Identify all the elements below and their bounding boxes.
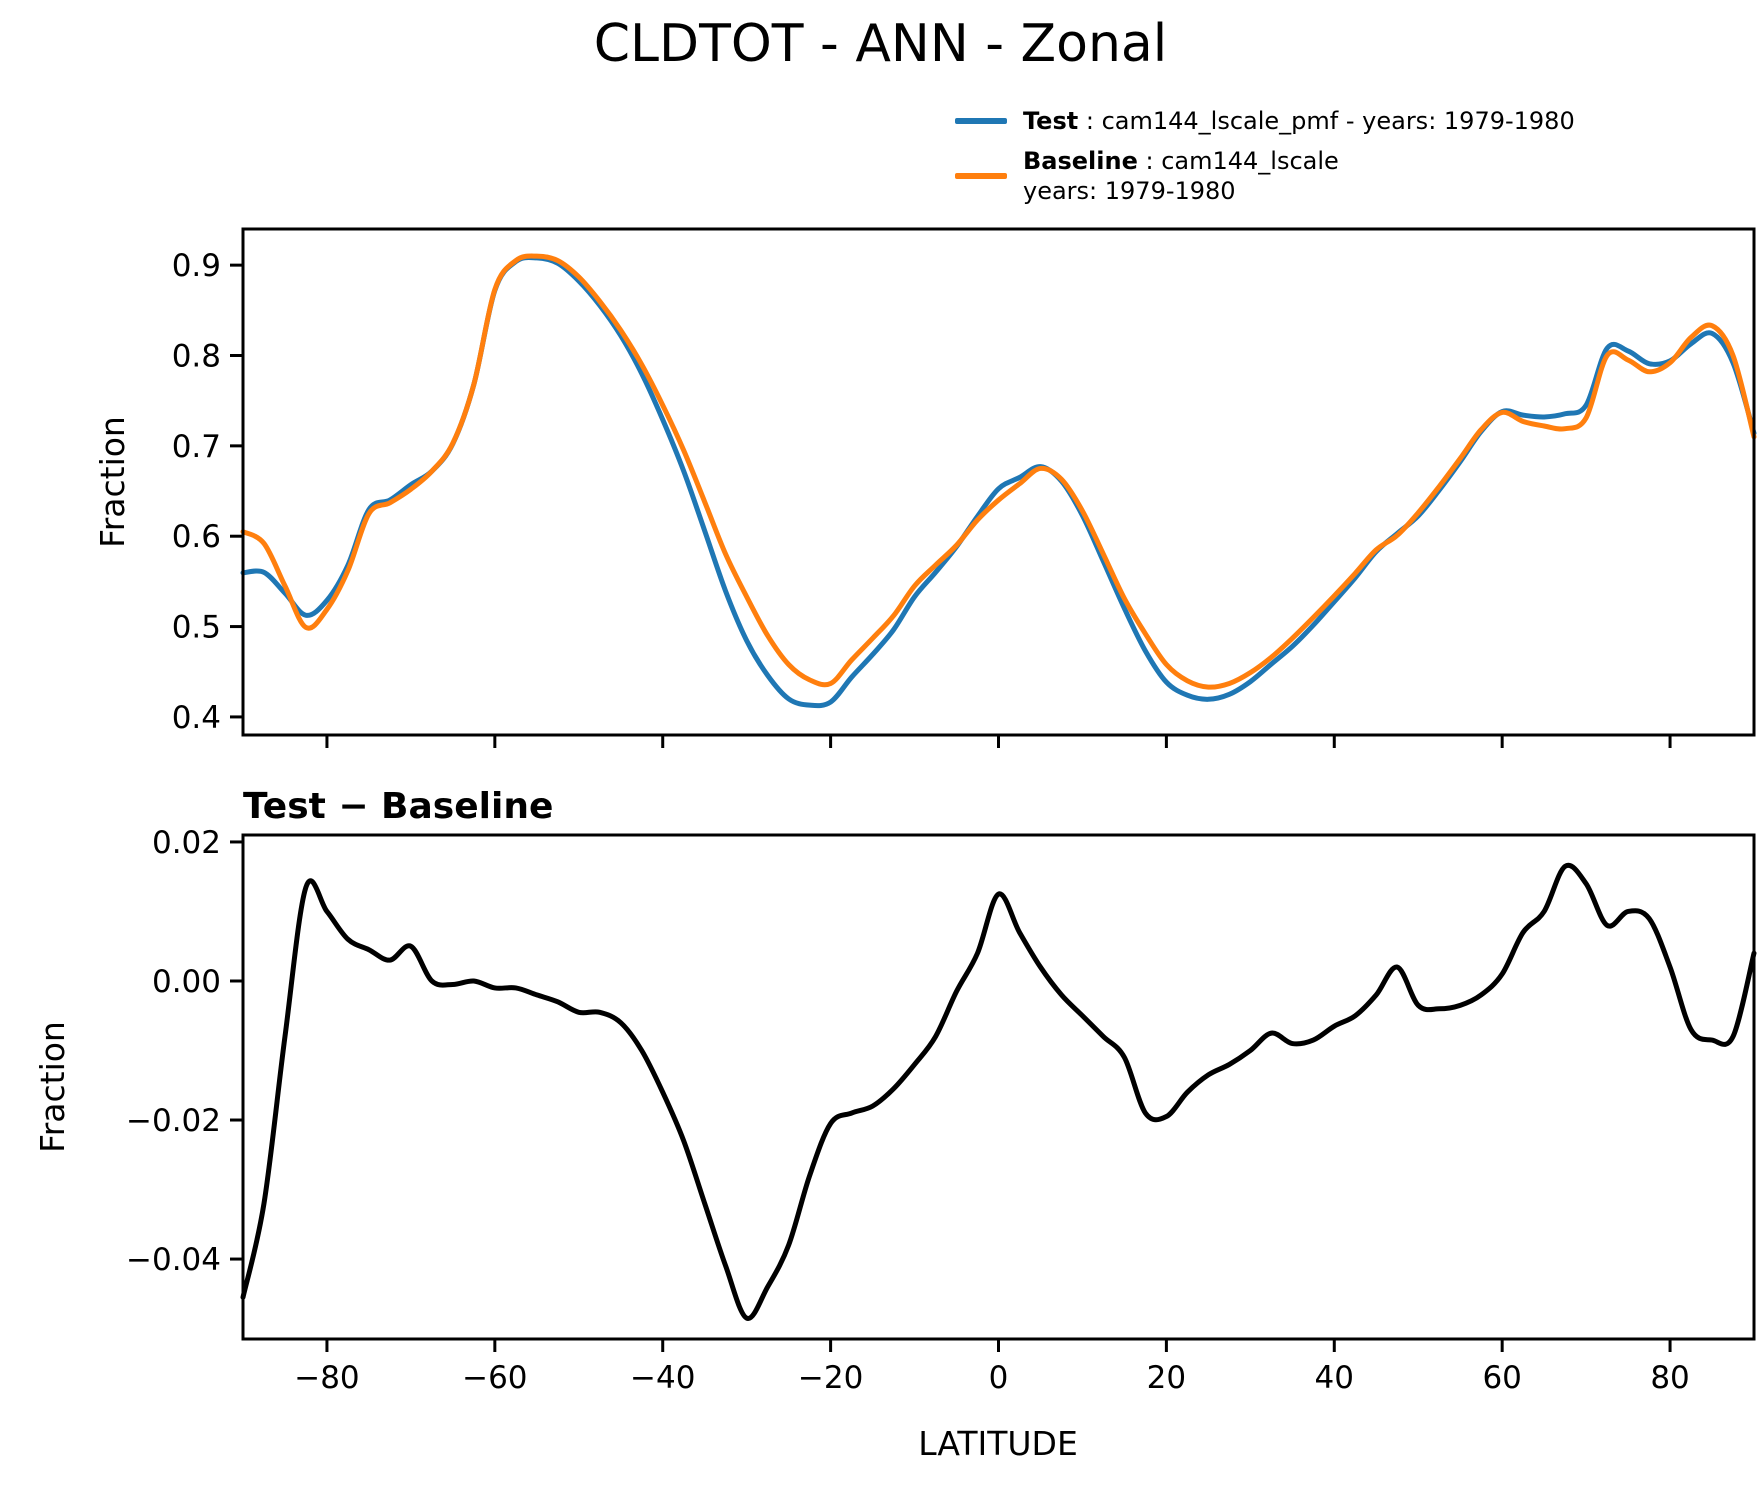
legend-baseline-line2: years: 1979-1980 bbox=[1023, 177, 1236, 205]
x-tick-label: 20 bbox=[1147, 1360, 1186, 1396]
legend-test-label: Test bbox=[1023, 107, 1079, 135]
figure-title: CLDTOT - ANN - Zonal bbox=[593, 14, 1168, 74]
diff-line bbox=[240, 862, 1757, 1321]
x-tick-label: 60 bbox=[1482, 1360, 1521, 1396]
top-plot: 0.9 0.8 0.7 0.6 0.5 0.4 bbox=[172, 227, 1757, 748]
x-axis-label: LATITUDE bbox=[918, 1424, 1078, 1463]
legend-baseline-line1: Baseline : cam144_lscale bbox=[1023, 147, 1339, 175]
y-tick-label: −0.04 bbox=[126, 1242, 221, 1278]
legend-baseline-label: Baseline bbox=[1023, 147, 1138, 175]
plot-frame bbox=[241, 833, 1756, 1341]
diff-plot-title: Test − Baseline bbox=[243, 786, 554, 827]
x-tick-label: −20 bbox=[798, 1360, 863, 1396]
test-line bbox=[240, 254, 1757, 709]
baseline-line bbox=[240, 253, 1757, 690]
plot-frame bbox=[241, 227, 1756, 737]
baseline-line-swatch bbox=[955, 173, 1007, 179]
y-tick-label: −0.02 bbox=[126, 1103, 221, 1139]
legend: Test : cam144_lscale_pmf - years: 1979-1… bbox=[955, 106, 1575, 216]
legend-baseline-text: Baseline : cam144_lscale years: 1979-198… bbox=[1023, 146, 1339, 206]
y-tick-label: 0.7 bbox=[172, 429, 221, 465]
x-tick-label: 80 bbox=[1650, 1360, 1689, 1396]
diff-plot: 0.02 0.00 −0.02 −0.04 −80 −60 −40 −20 0 20 40 60 80 bbox=[126, 825, 1757, 1396]
y-tick-label: 0.6 bbox=[172, 519, 221, 555]
y-tick-label: 0.00 bbox=[152, 964, 221, 1000]
legend-test-text: Test : cam144_lscale_pmf - years: 1979-1… bbox=[1023, 106, 1575, 136]
x-tick-label: −80 bbox=[294, 1360, 359, 1396]
x-tick-label: −40 bbox=[630, 1360, 695, 1396]
test-line-swatch bbox=[955, 118, 1007, 124]
y-tick-label: 0.9 bbox=[172, 248, 221, 284]
y-tick-label: 0.5 bbox=[172, 610, 221, 646]
diff-plot-ylabel: Fraction bbox=[32, 1021, 72, 1153]
x-tick-label: 40 bbox=[1315, 1360, 1354, 1396]
top-plot-ylabel: Fraction bbox=[92, 416, 132, 548]
legend-baseline-desc: : cam144_lscale bbox=[1137, 147, 1339, 175]
x-tick-label: 0 bbox=[989, 1360, 1009, 1396]
legend-test-desc: : cam144_lscale_pmf - years: 1979-1980 bbox=[1078, 107, 1575, 135]
x-tick-label: −60 bbox=[462, 1360, 527, 1396]
y-tick-label: 0.02 bbox=[152, 825, 221, 861]
y-tick-label: 0.8 bbox=[172, 339, 221, 375]
legend-entry-test: Test : cam144_lscale_pmf - years: 1979-1… bbox=[955, 106, 1575, 136]
legend-entry-baseline: Baseline : cam144_lscale years: 1979-198… bbox=[955, 146, 1575, 206]
y-tick-label: 0.4 bbox=[172, 700, 221, 736]
